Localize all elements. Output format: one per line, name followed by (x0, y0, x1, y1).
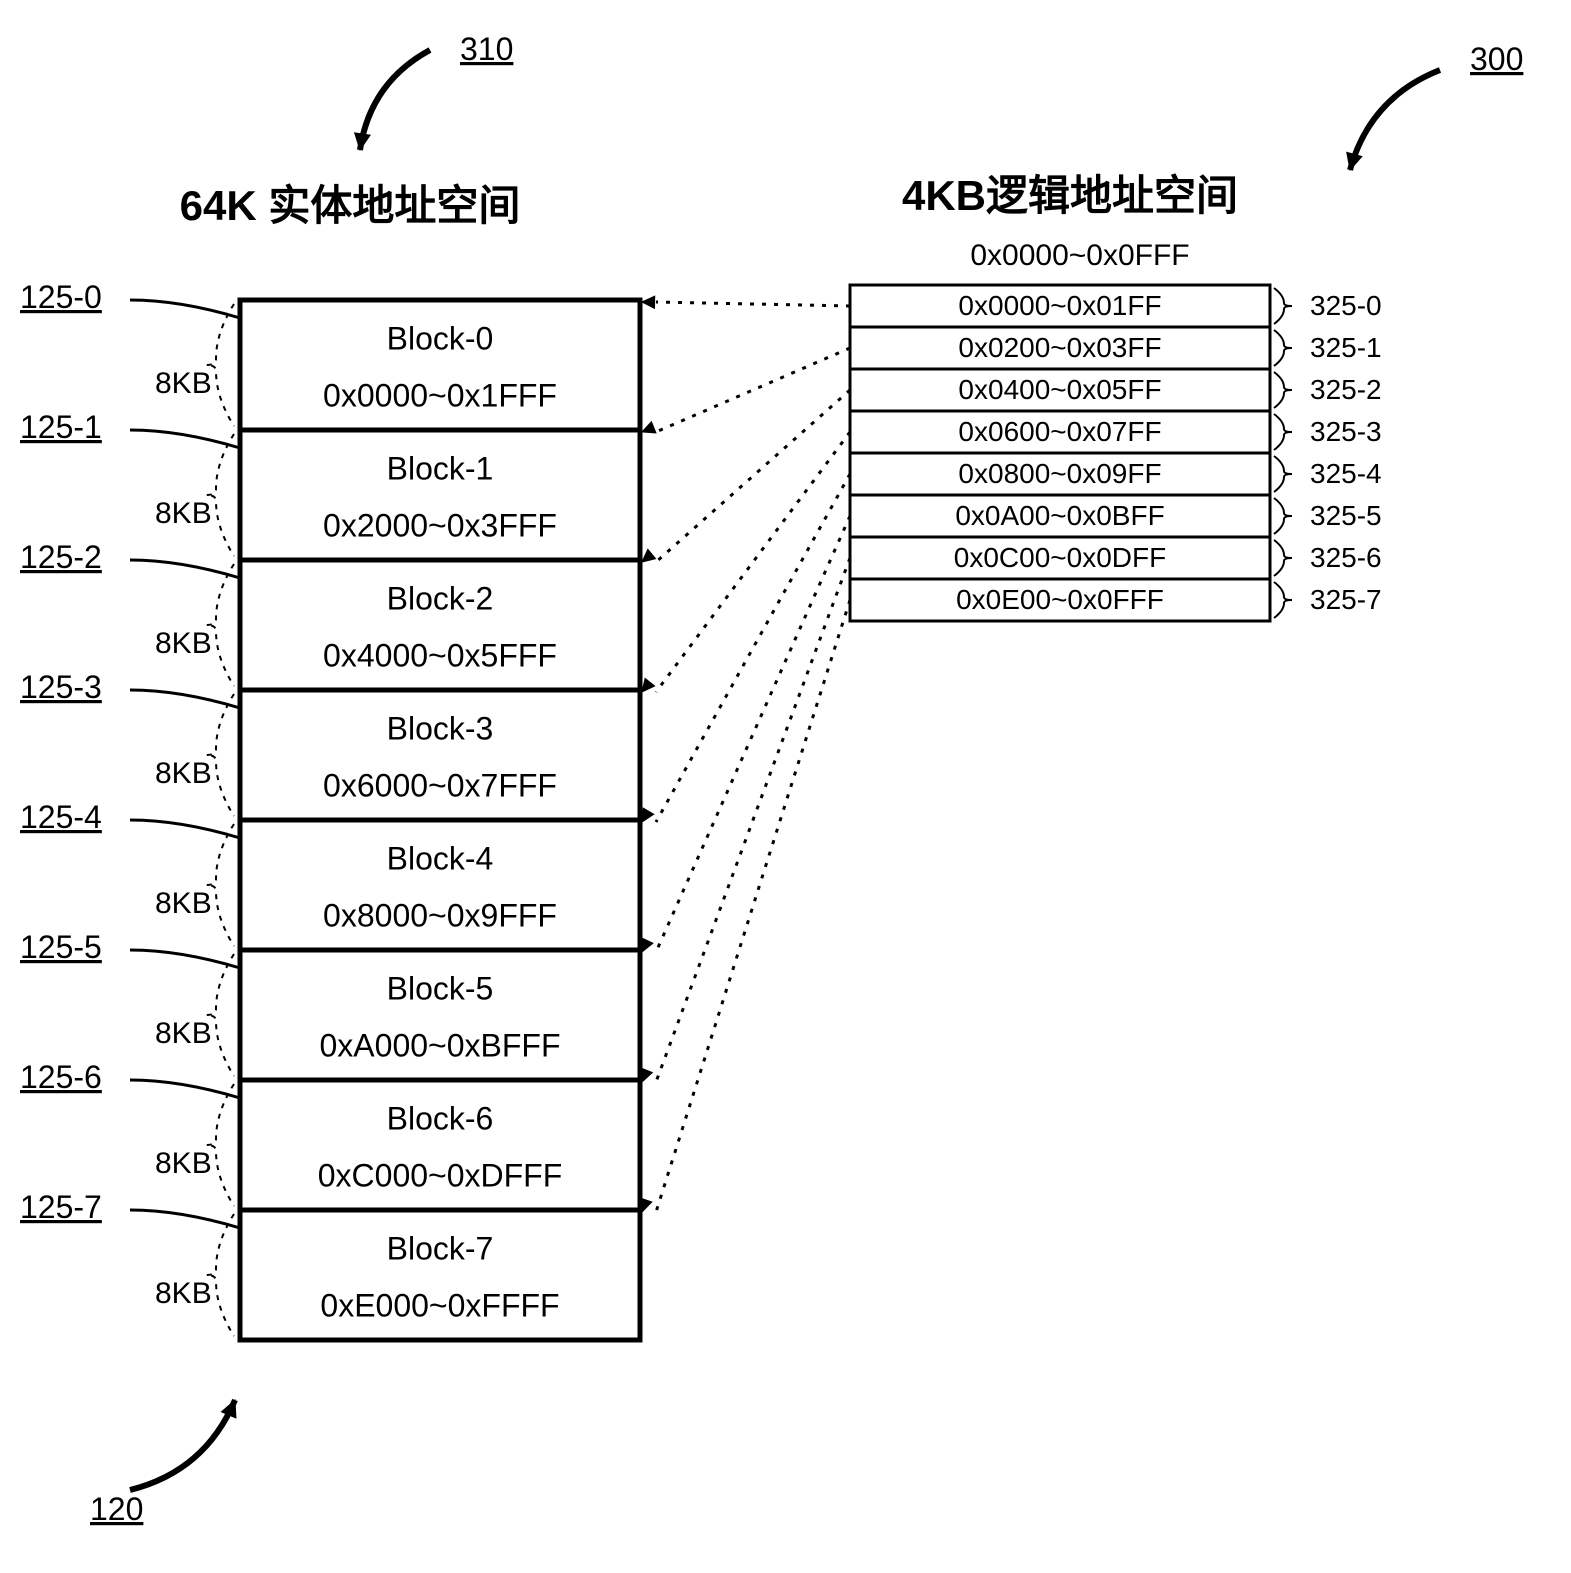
arrowhead (642, 549, 656, 562)
ref-lead (130, 690, 240, 708)
block-ref: 125-0 (20, 279, 102, 315)
ref-lead (130, 950, 240, 968)
block-name: Block-7 (387, 1230, 494, 1266)
logical-subtitle: 0x0000~0x0FFF (970, 239, 1189, 272)
size-brace (206, 304, 234, 426)
size-label: 8KB (155, 627, 212, 660)
logical-range: 0x0200~0x03FF (958, 332, 1161, 363)
block-ref: 125-2 (20, 539, 102, 575)
logical-ref: 325-3 (1310, 416, 1382, 447)
block-name: Block-4 (387, 840, 494, 876)
logical-range: 0x0800~0x09FF (958, 458, 1161, 489)
logical-ref: 325-2 (1310, 374, 1382, 405)
mapping-line (656, 348, 850, 432)
block-ref: 125-7 (20, 1189, 102, 1225)
block-range: 0xA000~0xBFFF (320, 1028, 561, 1064)
diagram-canvas: 310 300 120 64K 实体地址空间 4KB逻辑地址空间 0x0000~0x0FF… (0, 0, 1571, 1573)
size-brace (206, 954, 234, 1076)
ref-lead (130, 1080, 240, 1098)
block-ref: 125-4 (20, 799, 102, 835)
logical-range: 0x0000~0x01FF (958, 290, 1161, 321)
logical-brace (1274, 582, 1292, 618)
block-name: Block-3 (387, 710, 494, 746)
block-range: 0x4000~0x5FFF (323, 638, 557, 674)
block-ref: 125-3 (20, 669, 102, 705)
block-range: 0x0000~0x1FFF (323, 378, 557, 414)
block-name: Block-0 (387, 320, 494, 356)
mapping-line (656, 600, 850, 1212)
arrowhead (642, 296, 655, 308)
logical-ref: 325-5 (1310, 500, 1382, 531)
curved-arrow (1350, 70, 1440, 170)
logical-brace (1274, 540, 1292, 576)
block-range: 0x2000~0x3FFF (323, 508, 557, 544)
logical-ref: 325-6 (1310, 542, 1382, 573)
logical-ref: 325-1 (1310, 332, 1382, 363)
logical-range: 0x0E00~0x0FFF (956, 584, 1164, 615)
size-brace (206, 824, 234, 946)
block-range: 0xC000~0xDFFF (318, 1158, 563, 1194)
logical-range: 0x0400~0x05FF (958, 374, 1161, 405)
block-range: 0x8000~0x9FFF (323, 898, 557, 934)
block-ref: 125-6 (20, 1059, 102, 1095)
size-label: 8KB (155, 757, 212, 790)
mapping-line (656, 302, 850, 306)
curved-arrow (130, 1400, 235, 1490)
logical-brace (1274, 372, 1292, 408)
size-brace (206, 1214, 234, 1336)
logical-ref: 325-0 (1310, 290, 1382, 321)
block-name: Block-5 (387, 970, 494, 1006)
arrowhead (642, 808, 654, 822)
block-range: 0xE000~0xFFFF (320, 1288, 559, 1324)
block-name: Block-1 (387, 450, 494, 486)
logical-brace (1274, 414, 1292, 450)
logical-ref: 325-7 (1310, 584, 1382, 615)
ref-lead (130, 1210, 240, 1228)
logical-ref: 325-4 (1310, 458, 1382, 489)
arrowhead (1347, 152, 1362, 170)
ref-310: 310 (460, 31, 513, 67)
size-brace (206, 694, 234, 816)
physical-title: 64K 实体地址空间 (180, 182, 521, 229)
ref-lead (130, 300, 240, 318)
logical-title: 4KB逻辑地址空间 (902, 172, 1238, 219)
logical-range: 0x0C00~0x0DFF (954, 542, 1166, 573)
arrowhead (641, 1068, 652, 1082)
ref-lead (130, 430, 240, 448)
ref-lead (130, 560, 240, 578)
size-label: 8KB (155, 497, 212, 530)
size-label: 8KB (155, 887, 212, 920)
logical-range: 0x0A00~0x0BFF (955, 500, 1164, 531)
ref-lead (130, 820, 240, 838)
arrowhead (640, 1198, 652, 1212)
size-brace (206, 564, 234, 686)
block-name: Block-6 (387, 1100, 494, 1136)
mapping-line (656, 558, 850, 1082)
mapping-line (656, 390, 850, 562)
size-label: 8KB (155, 367, 212, 400)
size-brace (206, 434, 234, 556)
block-ref: 125-1 (20, 409, 102, 445)
logical-brace (1274, 498, 1292, 534)
size-brace (206, 1084, 234, 1206)
ref-300: 300 (1470, 41, 1523, 77)
mapping-line (656, 432, 850, 692)
arrowhead (642, 938, 653, 952)
arrowhead (642, 678, 655, 692)
arrowhead (642, 422, 656, 433)
size-label: 8KB (155, 1017, 212, 1050)
size-label: 8KB (155, 1277, 212, 1310)
arrowhead (221, 1400, 235, 1418)
logical-brace (1274, 456, 1292, 492)
block-ref: 125-5 (20, 929, 102, 965)
mapping-line (656, 516, 850, 952)
size-label: 8KB (155, 1147, 212, 1180)
logical-brace (1274, 330, 1292, 366)
block-range: 0x6000~0x7FFF (323, 768, 557, 804)
mapping-line (656, 474, 850, 822)
ref-120: 120 (90, 1491, 143, 1527)
logical-range: 0x0600~0x07FF (958, 416, 1161, 447)
logical-brace (1274, 288, 1292, 324)
block-name: Block-2 (387, 580, 494, 616)
